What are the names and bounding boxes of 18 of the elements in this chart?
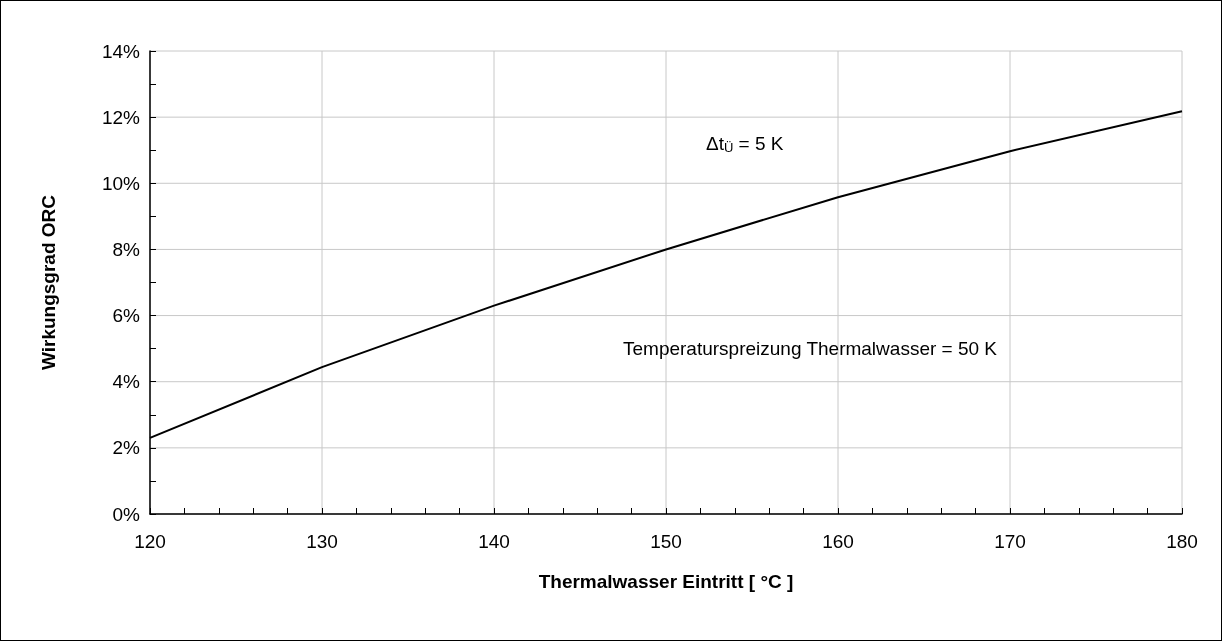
x-tick-label: 150: [650, 531, 682, 552]
x-tick-label: 130: [306, 531, 338, 552]
y-tick-label: 0%: [112, 503, 141, 525]
x-axis-title: Thermalwasser Eintritt [ °C ]: [538, 571, 794, 592]
x-tick-label: 170: [994, 531, 1026, 552]
x-tick-label: 140: [478, 531, 510, 552]
x-tick-label: 160: [822, 531, 854, 552]
y-tick-label: 4%: [112, 371, 141, 393]
y-tick-label: 12%: [101, 106, 141, 128]
y-tick-label: 8%: [112, 238, 141, 260]
y-tick-label: 14%: [101, 40, 141, 62]
y-tick-label: 6%: [112, 305, 141, 327]
x-tick-label: 120: [134, 531, 166, 552]
annotation: Temperaturspreizung Thermalwasser = 50 K: [623, 338, 998, 359]
y-tick-label: 2%: [112, 437, 141, 459]
x-tick-label: 180: [1166, 531, 1198, 552]
y-axis-title: Wirkungsgrad ORC: [38, 194, 59, 371]
y-tick-label: 10%: [101, 172, 141, 194]
